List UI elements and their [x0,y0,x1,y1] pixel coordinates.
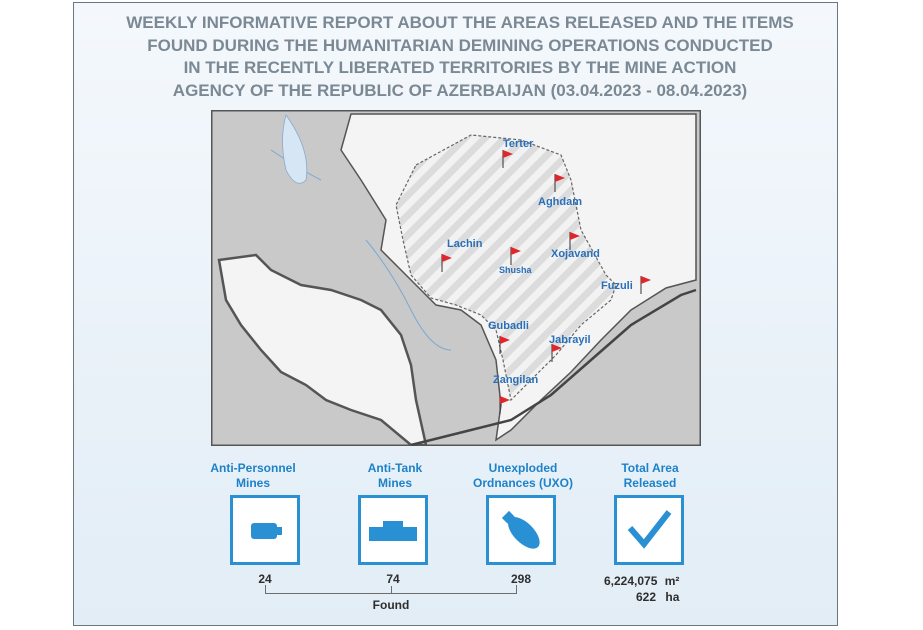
flag-icon [510,247,521,265]
city-label-lachin: Lachin [447,238,483,250]
anti-personnel-box [230,495,300,565]
area-m2-value: 6,224,075 [604,574,658,588]
stat-label-anti-tank: Anti-Tank Mines [367,461,423,490]
area-ha-unit: ha [665,590,680,604]
title-line: FOUND DURING THE HUMANITARIAN DEMINING O… [147,35,773,55]
total-area-ha: 622 ha [636,590,679,604]
report-title: WEEKLY INFORMATIVE REPORT ABOUT THE AREA… [80,12,840,102]
uxo-bomb-icon [501,510,540,549]
total-area-box [614,495,684,565]
stat-label-uxo: Unexploded Ordnances (UXO) [472,461,574,490]
flag-icon [499,396,510,414]
total-area-m2: 6,224,075 m² [604,574,679,588]
found-label: Found [372,598,410,612]
stat-label-anti-personnel: Anti-Personnel Mines [210,461,296,490]
title-line: AGENCY OF THE REPUBLIC OF AZERBAIJAN (03… [172,80,748,100]
city-label-jabrayil: Jabrayil [549,334,591,346]
flag-icon [502,150,513,168]
title-line: WEEKLY INFORMATIVE REPORT ABOUT THE AREA… [126,13,794,32]
river [365,239,452,351]
lake [282,114,308,184]
anti-personnel-mine-icon [251,523,282,539]
city-label-fuzuli: Fuzuli [601,280,633,292]
nakhchivan-region [217,253,428,446]
flag-icon [554,174,565,192]
anti-personnel-count: 24 [258,572,272,586]
map: Terter Aghdam Lachin Shusha Xojavand Fuz… [211,110,701,446]
city-label-aghdam: Aghdam [538,196,582,208]
area-m2-unit: m² [664,574,680,588]
flag-icon [569,232,580,250]
title-line: IN THE RECENTLY LIBERATED TERRITORIES BY… [183,58,737,77]
flag-icon [551,344,562,362]
uxo-count: 298 [510,572,532,586]
anti-tank-box [358,495,428,565]
stat-label-total-area: Total Area Released [621,461,679,490]
anti-tank-count: 74 [386,572,400,586]
city-label-shusha: Shusha [499,265,533,275]
city-label-terter: Terter [503,138,534,150]
flag-icon [441,254,452,272]
liberated-territories [395,134,617,402]
bracket-tick [391,586,392,594]
city-label-xojavand: Xojavand [551,248,600,260]
flag-icon [499,336,510,354]
border-line [410,288,697,446]
area-ha-value: 622 [636,590,657,604]
anti-tank-mine-icon [369,521,417,541]
city-label-gubadli: Gubadli [488,320,529,332]
uxo-box [486,495,556,565]
city-label-zangilan: Zangilan [493,374,539,386]
checkmark-icon [627,510,672,549]
flag-icon [640,276,651,294]
